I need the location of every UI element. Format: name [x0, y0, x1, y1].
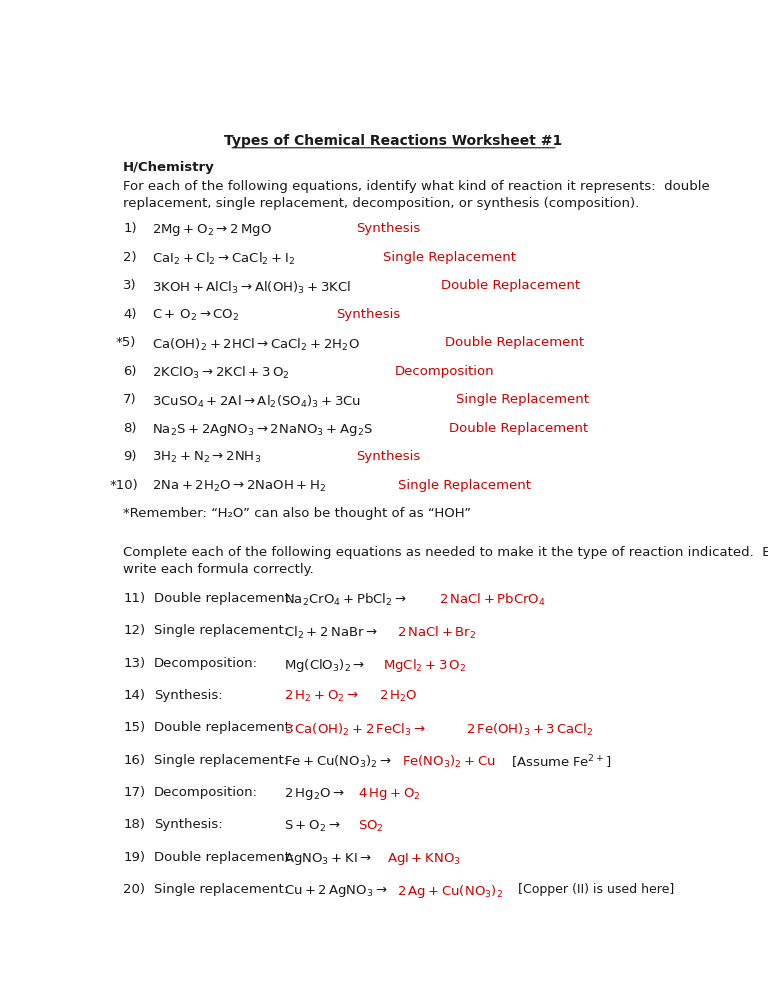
Text: 4): 4) — [123, 308, 137, 321]
Text: $\mathrm{S + O_2 \rightarrow}$: $\mathrm{S + O_2 \rightarrow}$ — [283, 818, 340, 834]
Text: Single replacement:: Single replacement: — [154, 624, 288, 637]
Text: 15): 15) — [123, 722, 145, 735]
Text: Double replacement:: Double replacement: — [154, 851, 294, 864]
Text: $\mathrm{3KOH + AlCl_3 \rightarrow Al(OH)_3 + 3KCl}$: $\mathrm{3KOH + AlCl_3 \rightarrow Al(OH… — [152, 279, 351, 295]
Text: $\mathrm{Fe(NO_3)_2 + Cu}$: $\mathrm{Fe(NO_3)_2 + Cu}$ — [402, 753, 496, 770]
Text: $\mathrm{2\,NaCl + Br_2}$: $\mathrm{2\,NaCl + Br_2}$ — [397, 624, 476, 640]
Text: $\mathrm{AgI + KNO_3}$: $\mathrm{AgI + KNO_3}$ — [386, 851, 461, 867]
Text: Double Replacement: Double Replacement — [445, 336, 584, 350]
Text: Synthesis: Synthesis — [336, 308, 400, 321]
Text: Double replacement:: Double replacement: — [154, 722, 294, 735]
Text: $\mathrm{SO_2}$: $\mathrm{SO_2}$ — [358, 818, 384, 834]
Text: 16): 16) — [123, 753, 145, 766]
Text: $\mathrm{3H_2 + N_2 \rightarrow 2NH_3}$: $\mathrm{3H_2 + N_2 \rightarrow 2NH_3}$ — [152, 450, 261, 465]
Text: $\mathrm{CaI_2 + Cl_2 \rightarrow CaCl_2 + I_2}$: $\mathrm{CaI_2 + Cl_2 \rightarrow CaCl_2… — [152, 250, 295, 267]
Text: Double Replacement: Double Replacement — [449, 421, 588, 435]
Text: $\mathrm{2KClO_3 \rightarrow 2KCl + 3\,O_2}$: $\mathrm{2KClO_3 \rightarrow 2KCl + 3\,O… — [152, 365, 290, 381]
Text: 14): 14) — [123, 689, 145, 702]
Text: Decomposition: Decomposition — [395, 365, 494, 378]
Text: Types of Chemical Reactions Worksheet #1: Types of Chemical Reactions Worksheet #1 — [224, 134, 563, 148]
Text: Single replacement:: Single replacement: — [154, 883, 288, 897]
Text: $\mathrm{2Na + 2H_2O \rightarrow 2NaOH + H_2}$: $\mathrm{2Na + 2H_2O \rightarrow 2NaOH +… — [152, 479, 326, 494]
Text: $\mathrm{2\,Hg_2O \rightarrow}$: $\mathrm{2\,Hg_2O \rightarrow}$ — [283, 786, 344, 802]
Text: For each of the following equations, identify what kind of reaction it represent: For each of the following equations, ide… — [123, 180, 710, 193]
Text: $\mathrm{MgCl_2 + 3\,O_2}$: $\mathrm{MgCl_2 + 3\,O_2}$ — [382, 657, 466, 674]
Text: Single Replacement: Single Replacement — [399, 479, 531, 492]
Text: Double Replacement: Double Replacement — [441, 279, 580, 292]
Text: H/Chemistry: H/Chemistry — [123, 161, 215, 174]
Text: $\mathrm{2\,H_2O}$: $\mathrm{2\,H_2O}$ — [379, 689, 418, 704]
Text: Synthesis: Synthesis — [356, 223, 420, 236]
Text: Single replacement:: Single replacement: — [154, 753, 288, 766]
Text: $\mathrm{Ca(OH)_2 + 2HCl \rightarrow CaCl_2 + 2H_2O}$: $\mathrm{Ca(OH)_2 + 2HCl \rightarrow CaC… — [152, 336, 359, 353]
Text: $\mathrm{2\,Fe(OH)_3 + 3\,CaCl_2}$: $\mathrm{2\,Fe(OH)_3 + 3\,CaCl_2}$ — [466, 722, 594, 738]
Text: 11): 11) — [123, 592, 145, 605]
Text: $\mathrm{AgNO_3 + KI \rightarrow}$: $\mathrm{AgNO_3 + KI \rightarrow}$ — [283, 851, 372, 867]
Text: *5): *5) — [115, 336, 136, 350]
Text: $\mathrm{[Assume\;Fe^{2+}]}$: $\mathrm{[Assume\;Fe^{2+}]}$ — [511, 753, 611, 771]
Text: 18): 18) — [123, 818, 145, 831]
Text: 6): 6) — [123, 365, 137, 378]
Text: $\mathrm{Na_2S + 2AgNO_3 \rightarrow 2NaNO_3 + Ag_2S}$: $\mathrm{Na_2S + 2AgNO_3 \rightarrow 2Na… — [152, 421, 372, 438]
Text: Synthesis:: Synthesis: — [154, 818, 223, 831]
Text: $\mathrm{2\,Ag + Cu(NO_3)_2}$: $\mathrm{2\,Ag + Cu(NO_3)_2}$ — [397, 883, 503, 901]
Text: 8): 8) — [123, 421, 137, 435]
Text: $\mathrm{2\,NaCl + PbCrO_4}$: $\mathrm{2\,NaCl + PbCrO_4}$ — [439, 592, 545, 608]
Text: 17): 17) — [123, 786, 145, 799]
Text: Single Replacement: Single Replacement — [456, 394, 589, 407]
Text: $\mathrm{3\,Ca(OH)_2 + 2\,FeCl_3 \rightarrow}$: $\mathrm{3\,Ca(OH)_2 + 2\,FeCl_3 \righta… — [283, 722, 425, 738]
Text: Synthesis: Synthesis — [356, 450, 420, 463]
Text: $\mathrm{4\,Hg + O_2}$: $\mathrm{4\,Hg + O_2}$ — [358, 786, 421, 802]
Text: 7): 7) — [123, 394, 137, 407]
Text: $\mathrm{2Mg + O_2 \rightarrow 2\,MgO}$: $\mathrm{2Mg + O_2 \rightarrow 2\,MgO}$ — [152, 223, 272, 239]
Text: $\mathrm{Mg(ClO_3)_2 \rightarrow}$: $\mathrm{Mg(ClO_3)_2 \rightarrow}$ — [283, 657, 365, 674]
Text: write each formula correctly.: write each formula correctly. — [123, 563, 314, 576]
Text: $\mathrm{Cu + 2\,AgNO_3 \rightarrow}$: $\mathrm{Cu + 2\,AgNO_3 \rightarrow}$ — [283, 883, 387, 900]
Text: *10): *10) — [110, 479, 139, 492]
Text: Complete each of the following equations as needed to make it the type of reacti: Complete each of the following equations… — [123, 546, 768, 559]
Text: 9): 9) — [123, 450, 137, 463]
Text: *Remember: “H₂O” can also be thought of as “HOH”: *Remember: “H₂O” can also be thought of … — [123, 507, 472, 521]
Text: Double replacement:: Double replacement: — [154, 592, 294, 605]
Text: Decomposition:: Decomposition: — [154, 786, 258, 799]
Text: 12): 12) — [123, 624, 145, 637]
Text: $\mathrm{2\,H_2 + O_2 \rightarrow}$: $\mathrm{2\,H_2 + O_2 \rightarrow}$ — [283, 689, 359, 704]
Text: 20): 20) — [123, 883, 145, 897]
Text: $\mathrm{Cl_2 + 2\,NaBr \rightarrow}$: $\mathrm{Cl_2 + 2\,NaBr \rightarrow}$ — [283, 624, 377, 640]
Text: 2): 2) — [123, 250, 137, 264]
Text: [Copper (II) is used here]: [Copper (II) is used here] — [518, 883, 674, 897]
Text: $\mathrm{3CuSO_4 + 2Al \rightarrow Al_2(SO_4)_3 + 3Cu}$: $\mathrm{3CuSO_4 + 2Al \rightarrow Al_2(… — [152, 394, 361, 410]
Text: $\mathrm{Na_2CrO_4 + PbCl_2 \rightarrow}$: $\mathrm{Na_2CrO_4 + PbCl_2 \rightarrow}… — [283, 592, 406, 608]
Text: 3): 3) — [123, 279, 137, 292]
Text: Single Replacement: Single Replacement — [382, 250, 516, 264]
Text: 1): 1) — [123, 223, 137, 236]
Text: 19): 19) — [123, 851, 145, 864]
Text: $\mathrm{C +\,O_2 \rightarrow CO_2}$: $\mathrm{C +\,O_2 \rightarrow CO_2}$ — [152, 308, 240, 323]
Text: Synthesis:: Synthesis: — [154, 689, 223, 702]
Text: replacement, single replacement, decomposition, or synthesis (composition).: replacement, single replacement, decompo… — [123, 197, 640, 210]
Text: $\mathrm{Fe + Cu(NO_3)_2 \rightarrow}$: $\mathrm{Fe + Cu(NO_3)_2 \rightarrow}$ — [283, 753, 392, 770]
Text: 13): 13) — [123, 657, 145, 670]
Text: Decomposition:: Decomposition: — [154, 657, 258, 670]
